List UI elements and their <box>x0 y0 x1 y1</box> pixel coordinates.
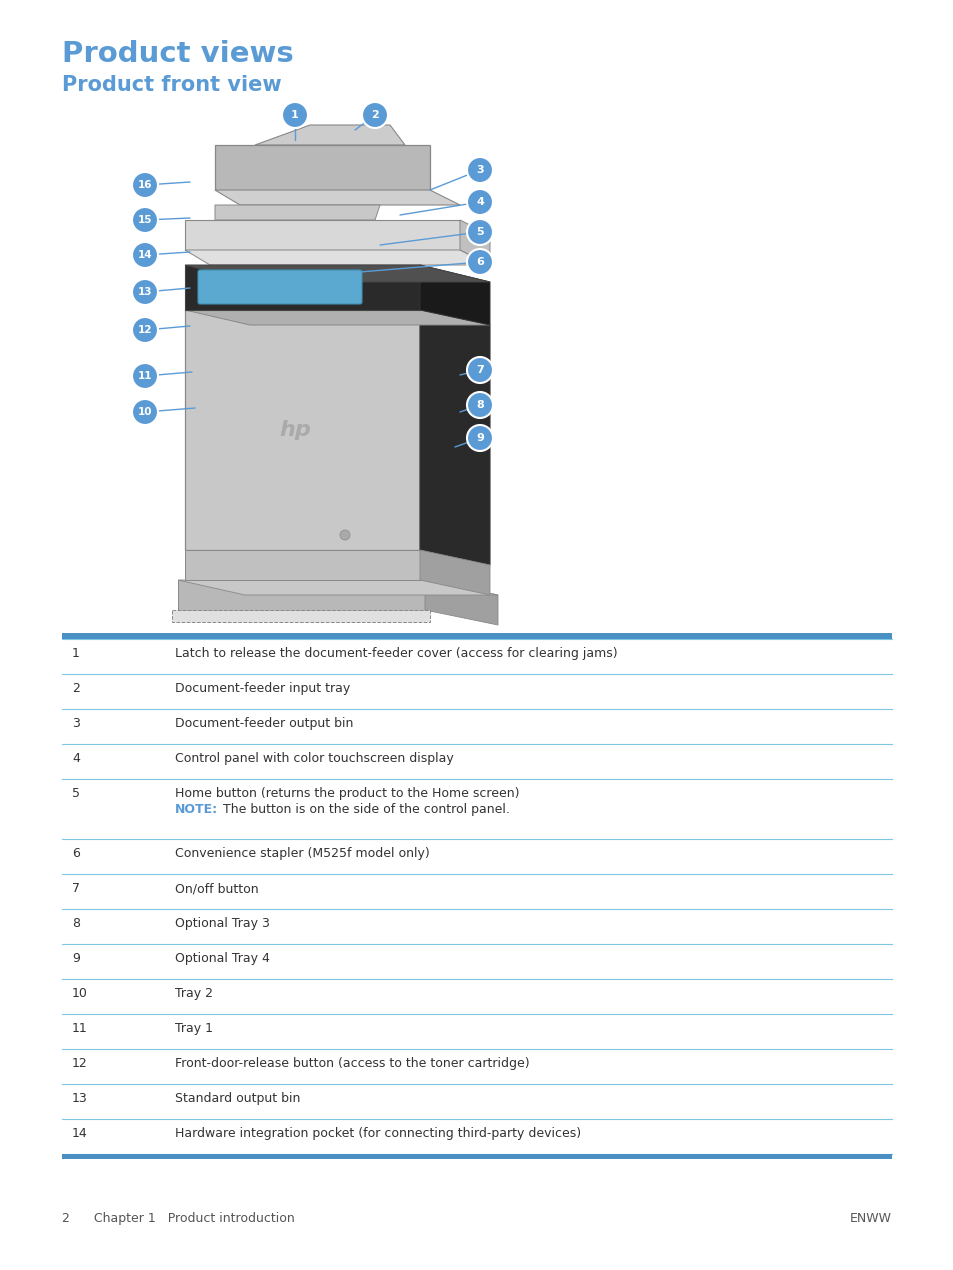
Text: 12: 12 <box>71 1057 88 1071</box>
Text: 9: 9 <box>476 433 483 443</box>
Text: Latch to release the document-feeder cover (access for clearing jams): Latch to release the document-feeder cov… <box>174 646 617 660</box>
Text: 1: 1 <box>291 110 298 119</box>
Polygon shape <box>419 265 490 325</box>
Text: Standard output bin: Standard output bin <box>174 1092 300 1105</box>
Circle shape <box>467 392 493 418</box>
Text: Tray 2: Tray 2 <box>174 987 213 999</box>
Polygon shape <box>419 310 490 565</box>
Text: 6: 6 <box>71 847 80 860</box>
Text: Product views: Product views <box>62 39 294 69</box>
Text: ENWW: ENWW <box>849 1212 891 1226</box>
Polygon shape <box>185 310 490 325</box>
Polygon shape <box>214 190 459 204</box>
Polygon shape <box>424 580 497 625</box>
Text: Optional Tray 3: Optional Tray 3 <box>174 917 270 930</box>
Text: NOTE:: NOTE: <box>174 803 218 817</box>
Polygon shape <box>185 310 419 550</box>
Circle shape <box>132 399 158 425</box>
Text: Document-feeder input tray: Document-feeder input tray <box>174 682 350 695</box>
Text: 2: 2 <box>71 682 80 695</box>
Text: The button is on the side of the control panel.: The button is on the side of the control… <box>223 803 509 817</box>
Polygon shape <box>185 250 490 265</box>
Text: 5: 5 <box>71 787 80 800</box>
Circle shape <box>467 249 493 276</box>
Text: 11: 11 <box>137 371 152 381</box>
Text: 14: 14 <box>71 1126 88 1140</box>
Circle shape <box>467 357 493 384</box>
Text: Front-door-release button (access to the toner cartridge): Front-door-release button (access to the… <box>174 1057 529 1071</box>
Text: 10: 10 <box>137 406 152 417</box>
FancyBboxPatch shape <box>198 271 361 304</box>
Circle shape <box>132 363 158 389</box>
Circle shape <box>467 218 493 245</box>
Text: 13: 13 <box>137 287 152 297</box>
Text: 12: 12 <box>137 325 152 335</box>
Text: 9: 9 <box>71 952 80 965</box>
Text: 14: 14 <box>137 250 152 260</box>
Polygon shape <box>214 204 379 220</box>
Polygon shape <box>459 220 490 265</box>
Circle shape <box>132 171 158 198</box>
Circle shape <box>339 530 350 540</box>
Text: 13: 13 <box>71 1092 88 1105</box>
Bar <box>62 1154 891 1160</box>
Polygon shape <box>172 610 430 622</box>
Polygon shape <box>178 580 497 596</box>
Polygon shape <box>185 265 419 310</box>
Text: 6: 6 <box>476 257 483 267</box>
Polygon shape <box>185 220 459 250</box>
Text: Hardware integration pocket (for connecting third-party devices): Hardware integration pocket (for connect… <box>174 1126 580 1140</box>
Text: Document-feeder output bin: Document-feeder output bin <box>174 718 353 730</box>
Circle shape <box>132 243 158 268</box>
Text: 2: 2 <box>371 110 378 119</box>
Polygon shape <box>185 265 490 282</box>
Text: hp: hp <box>279 420 311 439</box>
Circle shape <box>132 279 158 305</box>
Text: 3: 3 <box>71 718 80 730</box>
Text: 2      Chapter 1   Product introduction: 2 Chapter 1 Product introduction <box>62 1212 294 1226</box>
Text: 8: 8 <box>71 917 80 930</box>
Circle shape <box>467 425 493 451</box>
Circle shape <box>467 189 493 215</box>
Text: 10: 10 <box>71 987 88 999</box>
Text: 4: 4 <box>476 197 483 207</box>
Circle shape <box>361 102 388 128</box>
Text: On/off button: On/off button <box>174 881 258 895</box>
Text: 7: 7 <box>476 364 483 375</box>
Circle shape <box>132 207 158 232</box>
Text: 1: 1 <box>71 646 80 660</box>
Text: 3: 3 <box>476 165 483 175</box>
Polygon shape <box>185 516 419 580</box>
Polygon shape <box>178 580 424 610</box>
Text: 4: 4 <box>71 752 80 765</box>
Bar <box>62 632 891 639</box>
Text: Optional Tray 4: Optional Tray 4 <box>174 952 270 965</box>
Text: Home button (returns the product to the Home screen): Home button (returns the product to the … <box>174 787 519 800</box>
Polygon shape <box>214 145 430 190</box>
Polygon shape <box>419 550 490 596</box>
Text: Control panel with color touchscreen display: Control panel with color touchscreen dis… <box>174 752 454 765</box>
Text: 16: 16 <box>137 180 152 190</box>
Circle shape <box>282 102 308 128</box>
Text: 15: 15 <box>137 215 152 225</box>
Circle shape <box>467 157 493 183</box>
Text: 5: 5 <box>476 227 483 237</box>
Text: Tray 1: Tray 1 <box>174 1022 213 1035</box>
Polygon shape <box>254 124 405 145</box>
Text: 8: 8 <box>476 400 483 410</box>
Circle shape <box>132 318 158 343</box>
Text: Product front view: Product front view <box>62 75 281 95</box>
Text: 7: 7 <box>71 881 80 895</box>
Text: Convenience stapler (M525f model only): Convenience stapler (M525f model only) <box>174 847 429 860</box>
Polygon shape <box>185 550 419 580</box>
Text: 11: 11 <box>71 1022 88 1035</box>
